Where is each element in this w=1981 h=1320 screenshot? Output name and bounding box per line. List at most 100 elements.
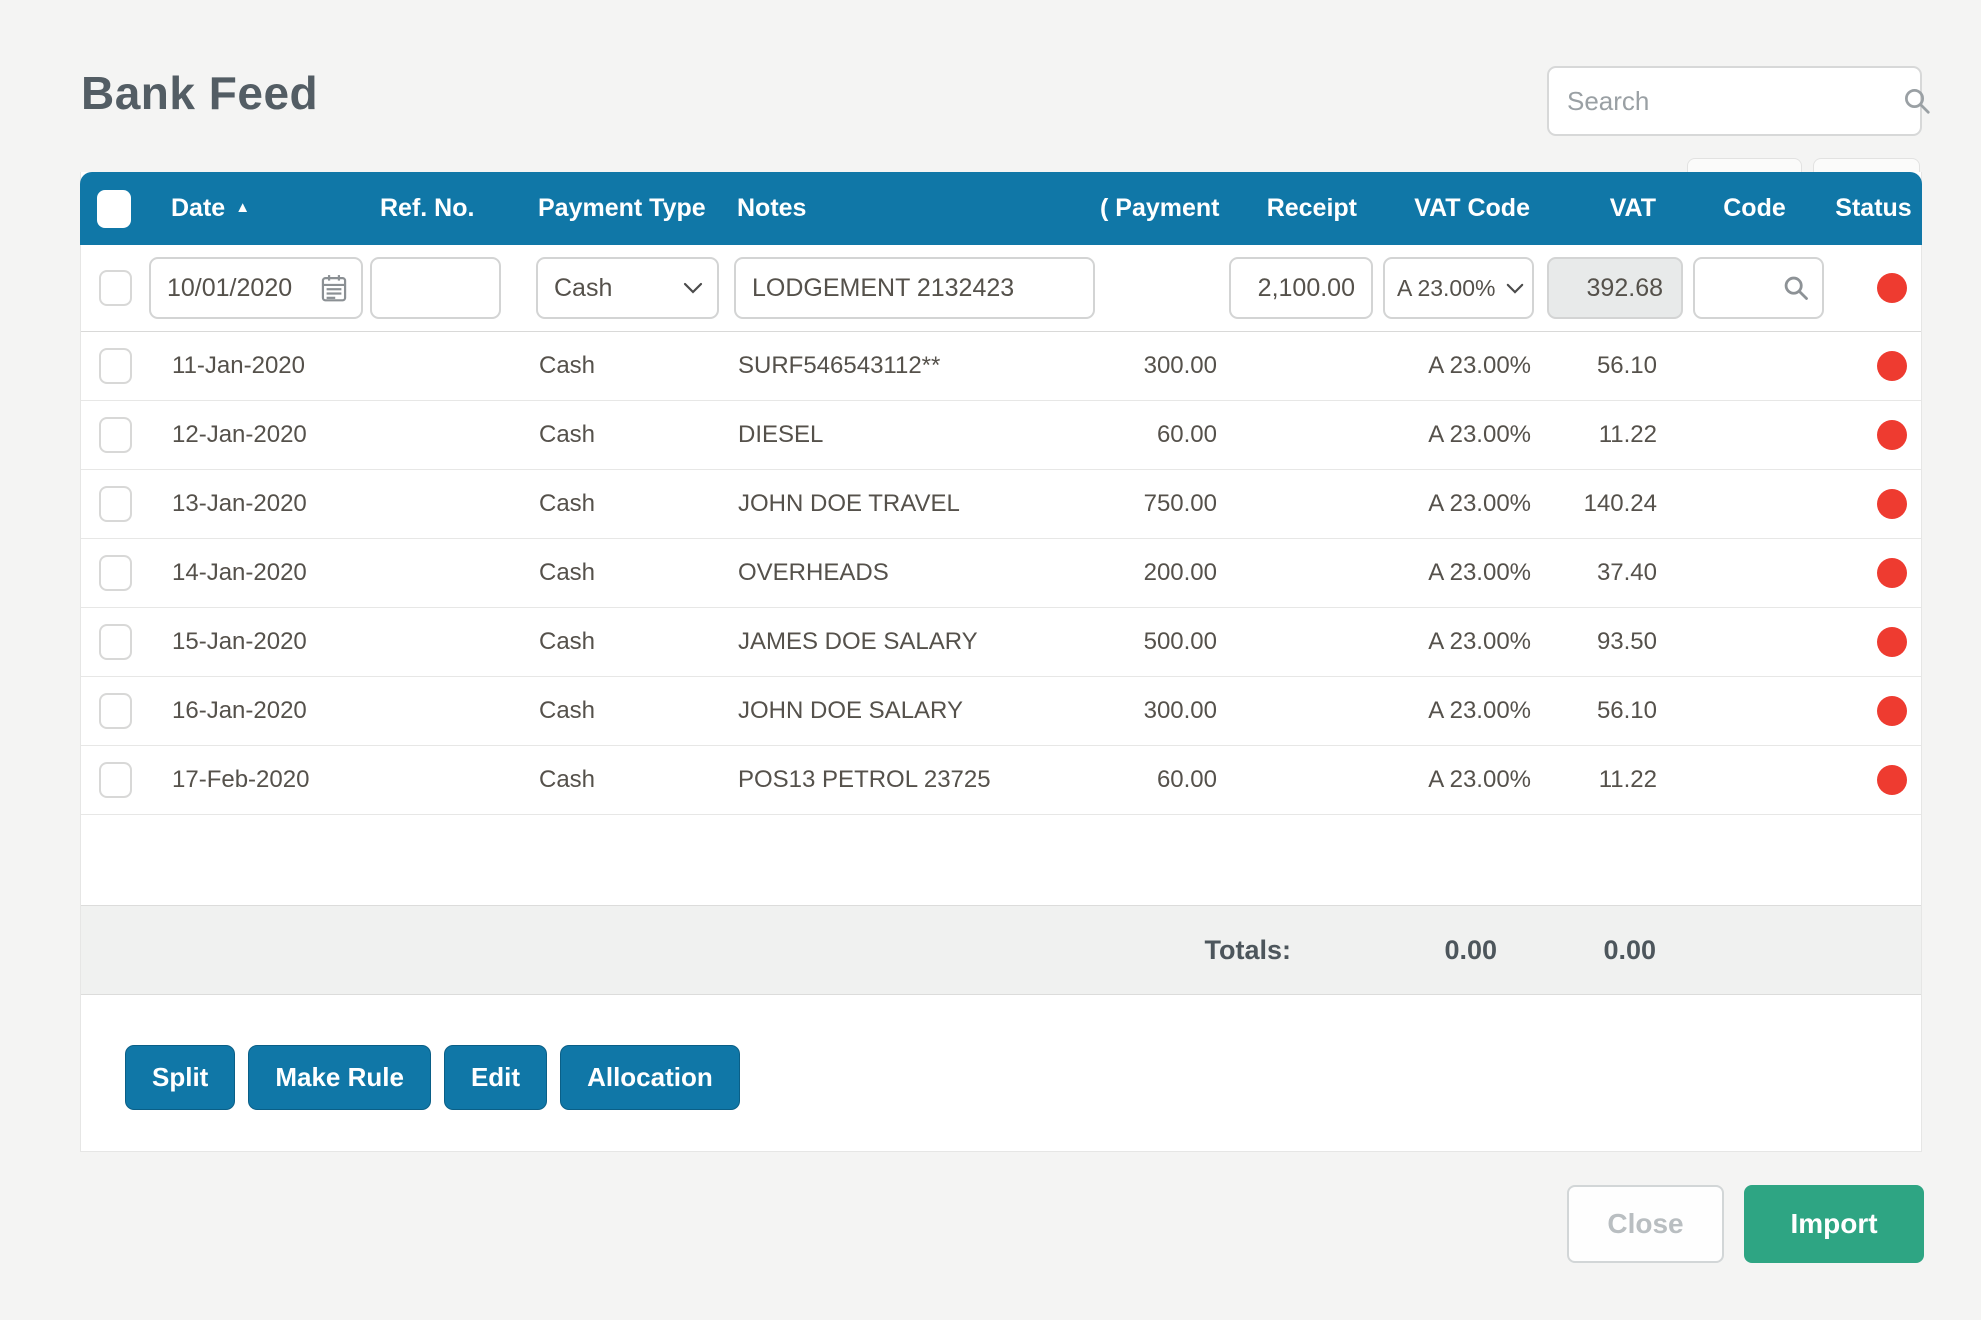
row-notes: SURF546543112** bbox=[726, 352, 1101, 380]
ref-no-input[interactable] bbox=[386, 274, 485, 303]
notes-field bbox=[734, 257, 1095, 319]
calendar-icon[interactable] bbox=[319, 272, 349, 304]
column-vat-code[interactable]: VAT Code bbox=[1377, 194, 1538, 223]
row-checkbox[interactable] bbox=[99, 624, 132, 660]
sort-asc-icon: ▲ bbox=[235, 200, 250, 215]
column-payment[interactable]: ( Payment bbox=[1100, 194, 1222, 223]
search-code-icon[interactable] bbox=[1782, 274, 1810, 302]
ref-no-field bbox=[370, 257, 501, 319]
search-input[interactable] bbox=[1567, 86, 1902, 117]
row-payment: 750.00 bbox=[1101, 490, 1223, 518]
row-checkbox[interactable] bbox=[99, 486, 132, 522]
row-payment: 300.00 bbox=[1101, 352, 1223, 380]
row-notes: JOHN DOE SALARY bbox=[726, 697, 1101, 725]
totals-row: Totals: 0.00 0.00 bbox=[81, 905, 1921, 995]
row-payment-type: Cash bbox=[529, 766, 726, 794]
notes-input[interactable] bbox=[752, 274, 1077, 303]
status-dot bbox=[1877, 351, 1907, 381]
totals-label: Totals: bbox=[1101, 935, 1378, 966]
row-checkbox[interactable] bbox=[99, 555, 132, 591]
column-payment-type[interactable]: Payment Type bbox=[528, 194, 725, 223]
search-box bbox=[1547, 66, 1922, 136]
status-dot bbox=[1877, 273, 1907, 303]
table-row: 14-Jan-2020 Cash OVERHEADS 200.00 A 23.0… bbox=[81, 539, 1921, 608]
search-icon[interactable] bbox=[1902, 86, 1932, 116]
row-vat: 93.50 bbox=[1539, 628, 1685, 656]
code-input[interactable] bbox=[1707, 274, 1782, 303]
column-code[interactable]: Code bbox=[1684, 194, 1825, 223]
row-payment: 60.00 bbox=[1101, 766, 1223, 794]
select-all-checkbox[interactable] bbox=[97, 190, 131, 228]
row-checkbox[interactable] bbox=[99, 348, 132, 384]
row-vat-code: A 23.00% bbox=[1378, 559, 1539, 587]
status-dot bbox=[1877, 765, 1907, 795]
receipt-input[interactable] bbox=[1247, 274, 1355, 303]
make-rule-button[interactable]: Make Rule bbox=[248, 1045, 431, 1110]
column-receipt[interactable]: Receipt bbox=[1222, 194, 1377, 223]
row-date: 13-Jan-2020 bbox=[149, 490, 370, 518]
row-date: 17-Feb-2020 bbox=[149, 766, 370, 794]
column-date[interactable]: Date ▲ bbox=[148, 194, 369, 223]
bank-feed-table: Date ▲ Ref. No. Payment Type Notes ( Pay… bbox=[80, 172, 1922, 1152]
allocation-button[interactable]: Allocation bbox=[560, 1045, 740, 1110]
receipt-field bbox=[1229, 257, 1373, 319]
status-dot bbox=[1877, 696, 1907, 726]
row-date: 14-Jan-2020 bbox=[149, 559, 370, 587]
row-vat-code: A 23.00% bbox=[1378, 628, 1539, 656]
row-checkbox[interactable] bbox=[99, 762, 132, 798]
row-notes: JAMES DOE SALARY bbox=[726, 628, 1101, 656]
split-button[interactable]: Split bbox=[125, 1045, 235, 1110]
row-notes: JOHN DOE TRAVEL bbox=[726, 490, 1101, 518]
date-input[interactable] bbox=[167, 274, 311, 303]
row-vat: 11.22 bbox=[1539, 766, 1685, 794]
status-dot bbox=[1877, 489, 1907, 519]
row-vat-code: A 23.00% bbox=[1378, 490, 1539, 518]
row-checkbox[interactable] bbox=[99, 417, 132, 453]
row-checkbox[interactable] bbox=[99, 693, 132, 729]
row-vat-code: A 23.00% bbox=[1378, 697, 1539, 725]
row-vat-code: A 23.00% bbox=[1378, 421, 1539, 449]
payment-type-select[interactable]: Cash bbox=[536, 257, 719, 319]
status-dot bbox=[1877, 627, 1907, 657]
code-lookup-field bbox=[1693, 257, 1824, 319]
row-payment: 500.00 bbox=[1101, 628, 1223, 656]
close-button[interactable]: Close bbox=[1567, 1185, 1724, 1263]
row-notes: DIESEL bbox=[726, 421, 1101, 449]
row-date: 16-Jan-2020 bbox=[149, 697, 370, 725]
row-payment: 300.00 bbox=[1101, 697, 1223, 725]
row-payment-type: Cash bbox=[529, 697, 726, 725]
status-dot bbox=[1877, 558, 1907, 588]
row-payment: 200.00 bbox=[1101, 559, 1223, 587]
status-dot bbox=[1877, 420, 1907, 450]
vat-code-select[interactable]: A 23.00% bbox=[1383, 257, 1534, 319]
row-vat: 11.22 bbox=[1539, 421, 1685, 449]
table-row: 16-Jan-2020 Cash JOHN DOE SALARY 300.00 … bbox=[81, 677, 1921, 746]
row-date: 12-Jan-2020 bbox=[149, 421, 370, 449]
row-payment-type: Cash bbox=[529, 628, 726, 656]
column-notes[interactable]: Notes bbox=[725, 194, 1100, 223]
totals-vat: 0.00 bbox=[1539, 935, 1685, 966]
table-row: 12-Jan-2020 Cash DIESEL 60.00 A 23.00% 1… bbox=[81, 401, 1921, 470]
table-row: 11-Jan-2020 Cash SURF546543112** 300.00 … bbox=[81, 332, 1921, 401]
import-button[interactable]: Import bbox=[1744, 1185, 1924, 1263]
row-payment-type: Cash bbox=[529, 421, 726, 449]
edit-button[interactable]: Edit bbox=[444, 1045, 547, 1110]
table-row: 15-Jan-2020 Cash JAMES DOE SALARY 500.00… bbox=[81, 608, 1921, 677]
row-vat-code: A 23.00% bbox=[1378, 352, 1539, 380]
column-status[interactable]: Status bbox=[1825, 194, 1922, 223]
column-vat[interactable]: VAT bbox=[1538, 194, 1684, 223]
row-notes: OVERHEADS bbox=[726, 559, 1101, 587]
row-date: 15-Jan-2020 bbox=[149, 628, 370, 656]
row-date: 11-Jan-2020 bbox=[149, 352, 370, 380]
action-bar: Split Make Rule Edit Allocation bbox=[125, 1045, 740, 1110]
table-body: 11-Jan-2020 Cash SURF546543112** 300.00 … bbox=[81, 332, 1921, 815]
chevron-down-icon bbox=[683, 282, 703, 294]
row-vat-code: A 23.00% bbox=[1378, 766, 1539, 794]
entry-checkbox[interactable] bbox=[99, 270, 132, 306]
row-vat: 140.24 bbox=[1539, 490, 1685, 518]
empty-area bbox=[81, 815, 1921, 905]
chevron-down-icon bbox=[1506, 283, 1524, 294]
row-vat: 56.10 bbox=[1539, 697, 1685, 725]
row-payment-type: Cash bbox=[529, 352, 726, 380]
column-ref-no[interactable]: Ref. No. bbox=[369, 194, 528, 223]
